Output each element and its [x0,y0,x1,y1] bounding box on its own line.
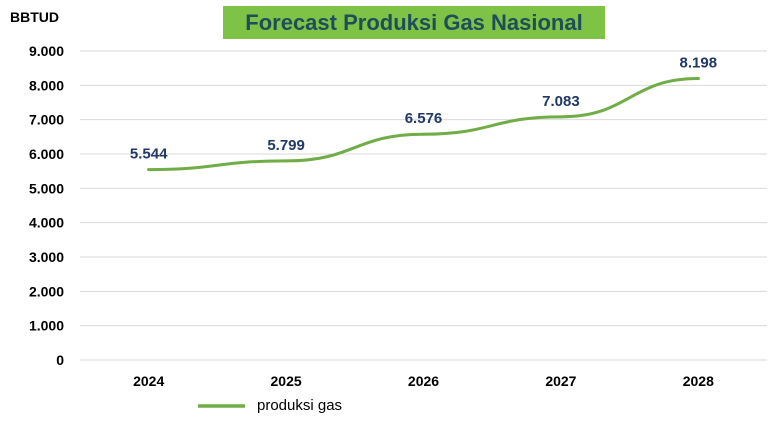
legend-label-produksi-gas: produksi gas [257,397,342,414]
x-tick-label-2028: 2028 [683,373,714,389]
x-axis-ticks: 2024 2025 2026 2027 2028 [133,373,714,389]
data-label-2025: 5.799 [267,137,305,154]
data-labels: 5.544 5.799 6.576 7.083 8.198 [130,55,717,163]
y-tick-label-1: 1.000 [29,318,64,334]
x-tick-label-2025: 2025 [271,373,302,389]
y-axis-ticks: 0 1.000 2.000 3.000 4.000 5.000 6.000 7.000 8.00… [29,43,64,368]
legend: produksi gas [198,397,342,414]
data-label-2028: 8.198 [680,55,718,72]
x-tick-label-2026: 2026 [408,373,439,389]
y-tick-label-3: 3.000 [29,249,64,265]
data-point-2026 [422,132,425,136]
data-label-2024: 5.544 [130,146,168,163]
y-tick-label-9: 9.000 [29,43,64,59]
chart-title-box: Forecast Produksi Gas Nasional [223,6,605,39]
y-tick-label-7: 7.000 [29,112,64,128]
y-tick-label-0: 0 [56,352,64,368]
y-tick-label-5: 5.000 [29,180,64,196]
y-tick-label-4: 4.000 [29,215,64,231]
data-label-2026: 6.576 [405,110,443,127]
series-lines [147,77,700,172]
data-point-2025 [284,159,288,163]
data-point-2024 [147,168,151,172]
gridlines [80,50,767,361]
y-tick-label-2: 2.000 [29,283,64,299]
x-tick-label-2027: 2027 [545,373,576,389]
y-axis-label: BBTUD [10,9,59,25]
data-point-2027 [559,115,563,119]
y-tick-label-8: 8.000 [29,77,64,93]
data-point-2028 [696,77,700,81]
data-label-2027: 7.083 [542,93,580,110]
y-tick-label-6: 6.000 [29,146,64,162]
chart-title: Forecast Produksi Gas Nasional [245,9,583,35]
x-tick-label-2024: 2024 [133,373,164,389]
